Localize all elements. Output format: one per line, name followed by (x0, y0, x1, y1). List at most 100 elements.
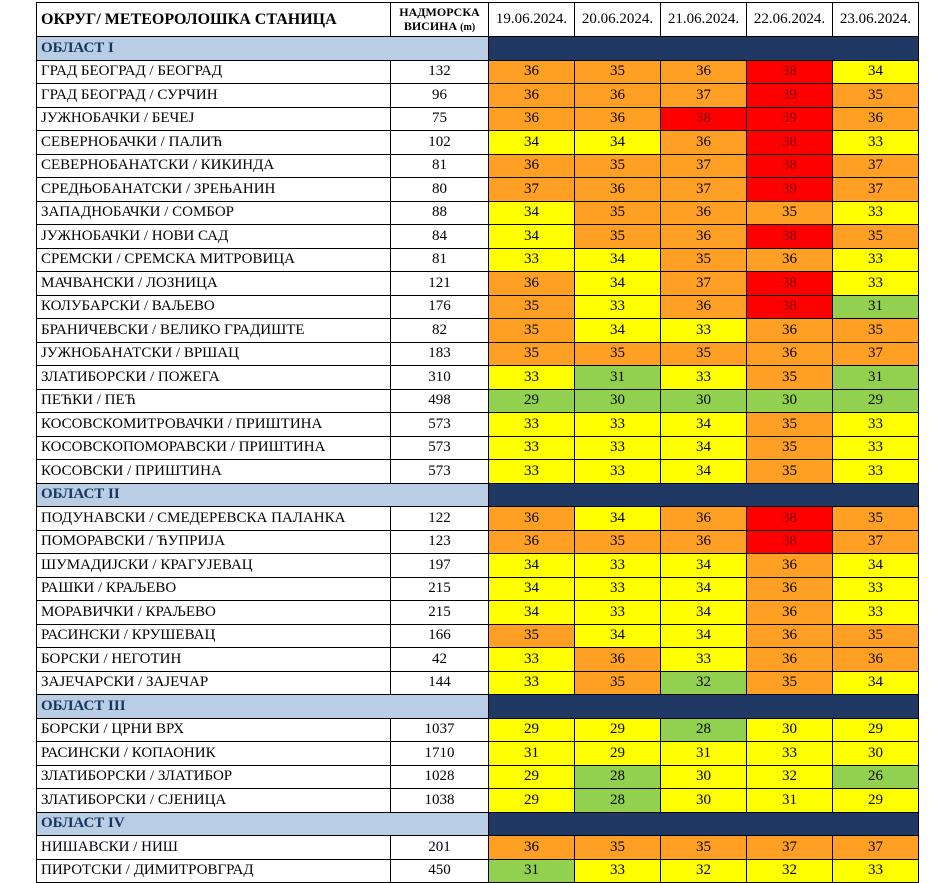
section-label: ОБЛАСТ IV (36, 811, 489, 836)
temp-cell: 31 (488, 858, 575, 883)
station-altitude: 573 (390, 412, 489, 437)
temp-cell: 33 (574, 576, 661, 601)
temp-cell: 33 (574, 435, 661, 460)
station-row: ЗЛАТИБОРСКИ / СЈЕНИЦА 1038 29 28 30 31 29 (36, 788, 919, 813)
station-altitude: 197 (390, 553, 489, 578)
temp-cell: 34 (574, 130, 661, 155)
temp-cell: 35 (746, 365, 833, 390)
temp-cell: 37 (832, 153, 919, 178)
station-row: СРЕДЊОБАНАТСКИ / ЗРЕЊАНИН 80 37 36 37 39 37 (36, 177, 919, 202)
temp-cell: 31 (832, 365, 919, 390)
station-altitude: 42 (390, 647, 489, 672)
temp-cell: 39 (746, 177, 833, 202)
station-row: ЈУЖНОБАЧКИ / НОВИ САД 84 34 35 36 38 35 (36, 224, 919, 249)
section-label: ОБЛАСТ III (36, 694, 489, 719)
temp-cell: 38 (660, 106, 747, 131)
station-altitude: 121 (390, 271, 489, 296)
temp-cell: 36 (660, 200, 747, 225)
station-name: ПИРОТСКИ / ДИМИТРОВГРАД (36, 858, 391, 883)
station-row: ЗАЈЕЧАРСКИ / ЗАЈЕЧАР 144 33 35 32 35 34 (36, 670, 919, 695)
temp-cell: 39 (746, 106, 833, 131)
station-altitude: 123 (390, 529, 489, 554)
temp-cell: 35 (832, 506, 919, 531)
temp-cell: 36 (488, 271, 575, 296)
station-name: ЗАПАДНОБАЧКИ / СОМБОР (36, 200, 391, 225)
station-altitude: 215 (390, 600, 489, 625)
station-row: КОСОВСКОМИТРОВАЧКИ / ПРИШТИНА 573 33 33 34 35… (36, 412, 919, 437)
temp-cell: 35 (574, 341, 661, 366)
station-row: РАСИНСКИ / КОПАОНИК 1710 31 29 31 33 30 (36, 741, 919, 766)
station-row: ПЕЋКИ / ПЕЋ 498 29 30 30 30 29 (36, 388, 919, 413)
temp-cell: 33 (832, 247, 919, 272)
temp-cell: 36 (746, 576, 833, 601)
temp-cell: 34 (574, 318, 661, 343)
temp-cell: 38 (746, 59, 833, 84)
temp-cell: 28 (660, 717, 747, 742)
temperature-table: ОКРУГ/ МЕТЕОРОЛОШКА СТАНИЦА НАДМОРСКА ВИ… (36, 2, 919, 883)
table-header-row: ОКРУГ/ МЕТЕОРОЛОШКА СТАНИЦА НАДМОРСКА ВИ… (36, 2, 919, 37)
temp-cell: 36 (832, 106, 919, 131)
station-name: МОРАВИЧКИ / КРАЉЕВО (36, 600, 391, 625)
station-name: БРАНИЧЕВСКИ / ВЕЛИКО ГРАДИШТЕ (36, 318, 391, 343)
temp-cell: 30 (746, 388, 833, 413)
temp-cell: 34 (660, 576, 747, 601)
station-altitude: 81 (390, 247, 489, 272)
station-name: СРЕМСКИ / СРЕМСКА МИТРОВИЦА (36, 247, 391, 272)
temp-cell: 33 (660, 318, 747, 343)
temp-cell: 32 (660, 858, 747, 883)
temp-cell: 33 (574, 412, 661, 437)
temp-cell: 35 (746, 459, 833, 484)
station-name: ПОМОРАВСКИ / ЋУПРИЈА (36, 529, 391, 554)
temp-cell: 37 (660, 271, 747, 296)
temp-cell: 33 (832, 435, 919, 460)
temp-cell: 33 (660, 365, 747, 390)
temp-cell: 35 (574, 835, 661, 860)
station-name: КОСОВСКОМИТРОВАЧКИ / ПРИШТИНА (36, 412, 391, 437)
temp-cell: 33 (832, 412, 919, 437)
temp-cell: 36 (746, 247, 833, 272)
temp-cell: 38 (746, 529, 833, 554)
temp-cell: 34 (660, 412, 747, 437)
station-name: МАЧВАНСКИ / ЛОЗНИЦА (36, 271, 391, 296)
temp-cell: 33 (574, 600, 661, 625)
temp-cell: 30 (660, 764, 747, 789)
temp-cell: 33 (488, 670, 575, 695)
date-column-header-3: 21.06.2024. (660, 2, 747, 37)
temp-cell: 34 (660, 600, 747, 625)
temp-cell: 36 (660, 529, 747, 554)
station-altitude: 450 (390, 858, 489, 883)
station-altitude: 573 (390, 459, 489, 484)
section-row: ОБЛАСТ II (36, 482, 919, 507)
station-name: РАШКИ / КРАЉЕВО (36, 576, 391, 601)
section-label: ОБЛАСТ II (36, 482, 489, 507)
temp-cell: 36 (746, 318, 833, 343)
temp-cell: 35 (574, 200, 661, 225)
temp-cell: 37 (832, 835, 919, 860)
temp-cell: 35 (574, 153, 661, 178)
temp-cell: 36 (574, 83, 661, 108)
station-row: ШУМАДИЈСКИ / КРАГУЈЕВАЦ 197 34 33 34 36 34 (36, 553, 919, 578)
station-row: КОЛУБАРСКИ / ВАЉЕВО 176 35 33 36 38 31 (36, 294, 919, 319)
station-name: ЈУЖНОБАЧКИ / НОВИ САД (36, 224, 391, 249)
temp-cell: 28 (574, 788, 661, 813)
altitude-unit: (m) (460, 21, 476, 33)
altitude-header-line1: НАДМОРСКА (399, 4, 480, 19)
temp-cell: 36 (488, 153, 575, 178)
temp-cell: 30 (660, 388, 747, 413)
temp-cell: 34 (832, 553, 919, 578)
station-name: ЗЛАТИБОРСКИ / ЗЛАТИБОР (36, 764, 391, 789)
temp-cell: 30 (746, 717, 833, 742)
station-altitude: 102 (390, 130, 489, 155)
section-label: ОБЛАСТ I (36, 36, 489, 61)
station-row: ЗЛАТИБОРСКИ / ПОЖЕГА 310 33 31 33 35 31 (36, 365, 919, 390)
temp-cell: 37 (832, 529, 919, 554)
altitude-header-line2: ВИСИНА (m) (403, 18, 476, 33)
temp-cell: 36 (574, 647, 661, 672)
station-altitude: 573 (390, 435, 489, 460)
station-row: ЈУЖНОБАЧКИ / БЕЧЕЈ 75 36 36 38 39 36 (36, 106, 919, 131)
station-row: НИШАВСКИ / НИШ 201 36 35 35 37 37 (36, 835, 919, 860)
station-row: ГРАД БЕОГРАД / СУРЧИН 96 36 36 37 39 35 (36, 83, 919, 108)
temp-cell: 31 (574, 365, 661, 390)
temp-cell: 32 (746, 764, 833, 789)
temp-cell: 34 (660, 435, 747, 460)
